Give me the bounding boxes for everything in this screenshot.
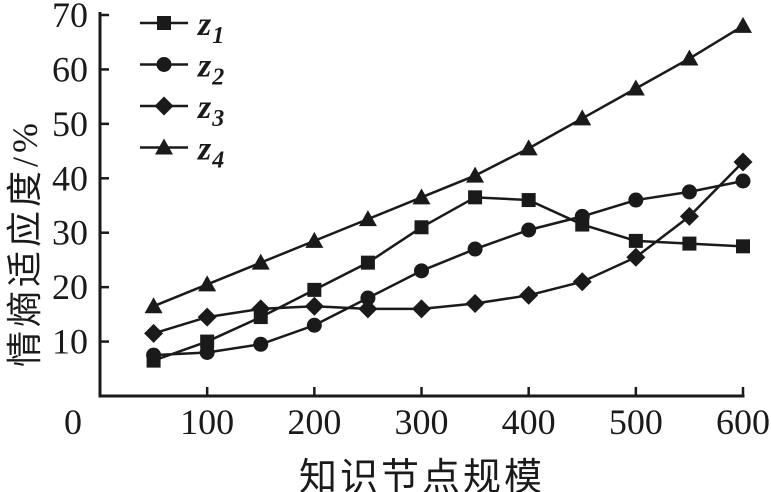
- series-z2: [146, 173, 751, 363]
- triangle-marker: [626, 79, 645, 96]
- triangle-marker: [144, 297, 163, 314]
- circle-marker: [574, 208, 590, 224]
- circle-marker: [628, 192, 644, 208]
- y-tick-label: 50: [52, 104, 88, 144]
- diamond-marker: [358, 299, 378, 319]
- legend-label-z2: z2: [197, 48, 224, 91]
- series-z3: [144, 152, 753, 343]
- diamond-marker: [733, 152, 753, 172]
- diamond-marker: [154, 96, 174, 116]
- series-z4: [144, 16, 752, 314]
- y-tick-label: 30: [52, 213, 88, 253]
- y-tick-label: 40: [52, 158, 88, 198]
- square-marker: [682, 236, 697, 251]
- circle-marker: [306, 317, 322, 333]
- circle-marker: [681, 184, 697, 200]
- series-line-z3: [153, 161, 744, 335]
- diamond-marker: [144, 323, 164, 343]
- circle-marker: [360, 290, 376, 306]
- square-marker: [414, 220, 429, 235]
- series-line-z4: [153, 24, 744, 308]
- x-tick-label: 0: [64, 402, 82, 442]
- triangle-marker: [358, 210, 377, 227]
- y-tick-label: 10: [52, 322, 88, 362]
- circle-marker: [156, 57, 172, 72]
- series-z1: [146, 190, 750, 368]
- circle-marker: [414, 263, 429, 279]
- square-marker: [360, 255, 375, 270]
- square-marker: [468, 190, 483, 205]
- legend-label-z1: z1: [197, 6, 224, 49]
- series-line-z1: [153, 196, 744, 362]
- square-marker: [157, 16, 171, 30]
- y-axis-title: 情熵适应度/%: [5, 119, 45, 367]
- diamond-marker: [197, 307, 217, 327]
- diamond-marker: [304, 296, 324, 316]
- legend-item-z2: z2: [140, 48, 224, 91]
- legend-label-z3: z3: [197, 89, 224, 132]
- diamond-marker: [626, 247, 646, 267]
- circle-marker: [199, 344, 215, 360]
- diamond-marker: [519, 285, 539, 305]
- triangle-marker: [412, 188, 431, 205]
- circle-marker: [253, 336, 269, 352]
- legend-item-z4: z4: [140, 131, 224, 174]
- y-tick-label: 60: [52, 49, 88, 89]
- legend-label-z4: z4: [197, 131, 224, 174]
- x-tick-label: 400: [502, 402, 556, 442]
- square-marker: [200, 334, 215, 349]
- y-tick-label: 70: [52, 0, 88, 35]
- triangle-marker: [155, 138, 173, 155]
- x-tick-label: 500: [609, 402, 663, 442]
- diamond-marker: [465, 293, 485, 313]
- square-marker: [307, 282, 322, 297]
- square-marker: [628, 233, 643, 248]
- legend-item-z1: z1: [140, 6, 224, 49]
- legend-item-z3: z3: [140, 89, 224, 132]
- triangle-marker: [734, 16, 752, 33]
- square-marker: [521, 193, 536, 208]
- diamond-marker: [251, 299, 271, 319]
- x-tick-label: 300: [395, 402, 449, 442]
- x-axis-title: 知识节点规模: [298, 457, 545, 492]
- triangle-marker: [251, 253, 270, 270]
- x-tick-label: 100: [180, 402, 234, 442]
- triangle-marker: [466, 166, 485, 183]
- triangle-marker: [198, 275, 217, 292]
- series-line-z2: [153, 179, 744, 357]
- triangle-marker: [519, 139, 538, 156]
- x-tick-label: 200: [287, 402, 341, 442]
- triangle-marker: [305, 231, 324, 248]
- circle-marker: [467, 241, 483, 257]
- triangle-marker: [680, 49, 699, 66]
- x-tick-label: 600: [716, 402, 770, 442]
- circle-marker: [521, 222, 537, 238]
- diamond-marker: [572, 272, 592, 292]
- circle-marker: [735, 173, 751, 189]
- triangle-marker: [573, 109, 592, 126]
- diamond-marker: [679, 206, 699, 226]
- circle-marker: [146, 347, 162, 363]
- y-tick-label: 20: [52, 267, 88, 307]
- diamond-marker: [412, 299, 431, 319]
- square-marker: [736, 239, 750, 254]
